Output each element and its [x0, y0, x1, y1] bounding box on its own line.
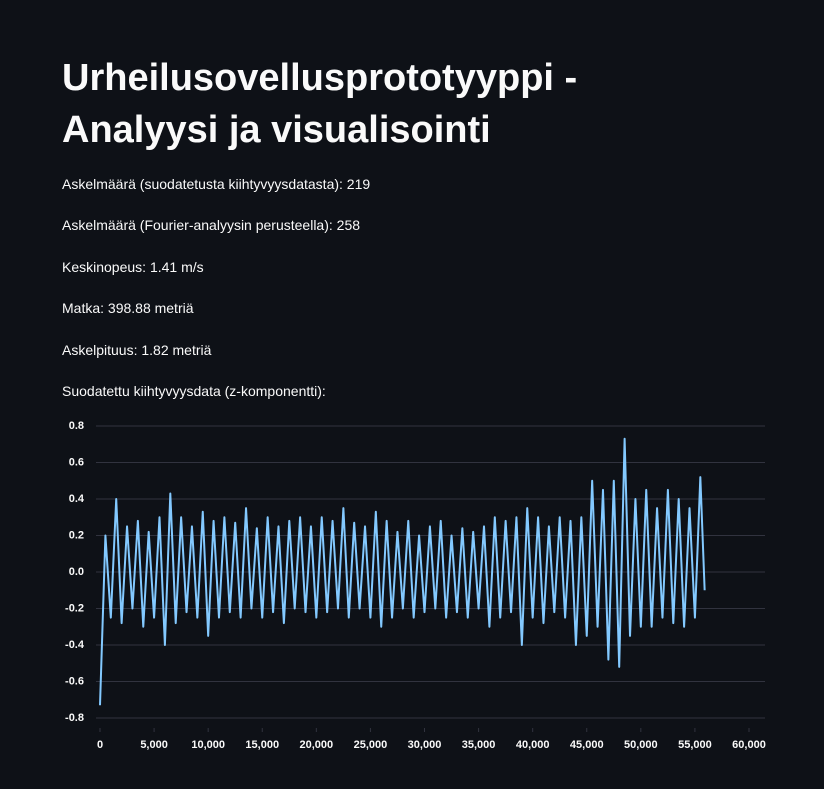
x-tick-label: 50,000 [624, 739, 658, 751]
x-tick-label: 0 [97, 739, 103, 751]
x-tick-label: 30,000 [408, 739, 442, 751]
line-series [99, 437, 706, 706]
x-tick-label: 35,000 [462, 739, 496, 751]
text: Matka: 398.88 metriä [62, 300, 194, 316]
y-tick-label: -0.4 [65, 639, 85, 651]
y-tick-label: 0.4 [69, 493, 85, 505]
y-tick-label: -0.2 [65, 602, 84, 614]
text: Keskinopeus: 1.41 m/s [62, 259, 204, 275]
x-tick-label: 60,000 [732, 739, 766, 751]
x-tick-label: 55,000 [678, 739, 712, 751]
chart: 0.8 0.6 0.4 0.2 0.0 -0.2 -0.4 -0.6 -0.8 0 5,000 10,… [65, 420, 766, 751]
text: Askelpituus: 1.82 metriä [62, 342, 212, 358]
y-tick-label: 0.6 [69, 456, 84, 468]
y-tick-label: 0.8 [69, 420, 84, 432]
x-tick-label: 40,000 [516, 739, 550, 751]
text: Askelmäärä (suodatetusta kiihtyvyysdatas… [62, 176, 371, 192]
x-tick-label: 20,000 [300, 739, 334, 751]
text: Askelmäärä (Fourier-analyysin perusteell… [62, 217, 361, 233]
x-tick-label: 15,000 [245, 739, 279, 751]
y-tick-label: 0.0 [69, 566, 84, 578]
x-tick-label: 5,000 [140, 739, 168, 751]
y-tick-label: -0.8 [65, 712, 84, 724]
page-title: Urheilusovellusprototyyppi - Analyysi ja… [62, 57, 578, 151]
x-tick-label: 45,000 [570, 739, 604, 751]
y-tick-label: -0.6 [65, 675, 84, 687]
text: Suodatettu kiihtyvyysdata (z-komponentti… [62, 383, 326, 399]
x-tick-label: 25,000 [354, 739, 388, 751]
y-tick-label: 0.2 [69, 529, 84, 541]
x-tick-label: 10,000 [191, 739, 225, 751]
